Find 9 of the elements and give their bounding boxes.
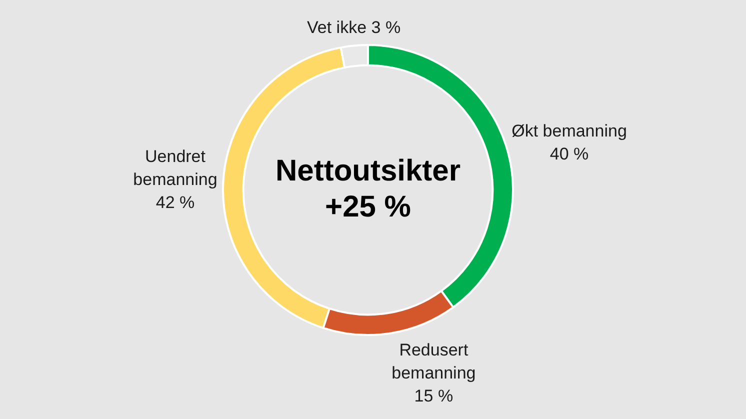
slice-label: Redusert bemanning [392, 340, 476, 382]
slice-label: Økt bemanning [512, 122, 627, 141]
text: +25 % [325, 190, 411, 224]
text: Nettoutsikter [275, 154, 461, 188]
data-label: 42 % [156, 193, 195, 212]
slice-label: Vet ikke 3 % [307, 18, 401, 37]
data-label: 15 % [414, 386, 454, 406]
slice-label: Uendret bemanning [133, 147, 218, 190]
data-label: 40 % [550, 144, 589, 164]
